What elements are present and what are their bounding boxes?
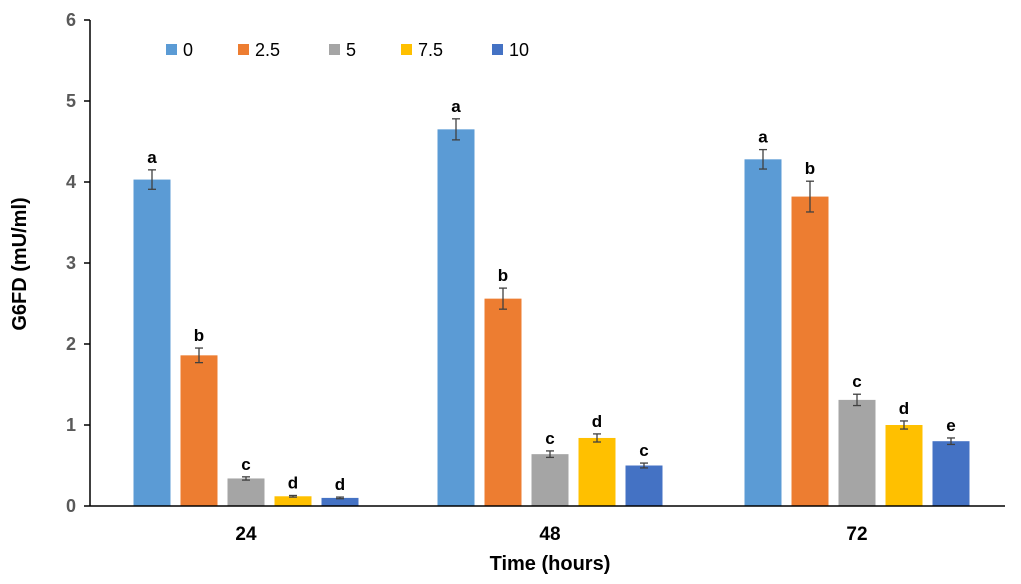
bar-series-7.5-72 — [885, 425, 923, 506]
y-tick-label: 2 — [66, 334, 76, 354]
x-category-label: 72 — [846, 524, 867, 545]
legend-label: 5 — [346, 40, 356, 60]
significance-letter: b — [194, 326, 204, 345]
significance-letter: b — [498, 266, 508, 285]
bar-series-2.5-24 — [180, 355, 218, 506]
bar-series-5-72 — [838, 399, 876, 506]
x-category-label: 48 — [539, 524, 560, 545]
legend: 0 2.5 5 7.5 10 — [166, 40, 529, 60]
bar-series-10-24 — [321, 497, 359, 506]
significance-letter: a — [147, 148, 157, 167]
significance-letter: c — [545, 429, 554, 448]
significance-letter: c — [852, 372, 861, 391]
significance-letter: c — [639, 441, 648, 460]
bar-series-0-24 — [133, 179, 171, 506]
significance-letter: a — [758, 128, 768, 147]
significance-letter: b — [805, 159, 815, 178]
legend-label: 2.5 — [255, 40, 280, 60]
bars-layer — [133, 129, 970, 506]
legend-label: 10 — [509, 40, 529, 60]
y-tick-label: 6 — [66, 10, 76, 30]
significance-letter: a — [451, 97, 461, 116]
error-bars-layer — [148, 118, 955, 500]
bar-series-10-72 — [932, 441, 970, 506]
legend-swatch-10 — [492, 44, 503, 55]
significance-letter: d — [335, 475, 345, 494]
legend-swatch-2.5 — [238, 44, 249, 55]
y-tick-label: 3 — [66, 253, 76, 273]
bar-series-0-48 — [437, 129, 475, 506]
legend-swatch-7.5 — [401, 44, 412, 55]
significance-letter: e — [946, 416, 955, 435]
bar-series-5-24 — [227, 478, 265, 506]
bar-series-0-72 — [744, 159, 782, 506]
legend-swatch-0 — [166, 44, 177, 55]
significance-letter: d — [592, 412, 602, 431]
y-axis-ticks: 0 1 2 3 4 5 6 — [66, 10, 90, 516]
y-tick-label: 0 — [66, 496, 76, 516]
bar-series-10-48 — [625, 465, 663, 506]
y-axis-title: G6FD (mU/ml) — [9, 197, 31, 330]
bar-series-2.5-72 — [791, 196, 829, 506]
y-tick-label: 1 — [66, 415, 76, 435]
x-axis-categories: 24 48 72 — [235, 524, 867, 545]
y-tick-label: 4 — [66, 172, 76, 192]
legend-label: 7.5 — [418, 40, 443, 60]
significance-letter: d — [288, 473, 298, 492]
significance-letter: d — [899, 399, 909, 418]
bar-series-7.5-48 — [578, 437, 616, 506]
bar-series-5-48 — [531, 454, 569, 506]
legend-label: 0 — [183, 40, 193, 60]
significance-letter: c — [241, 455, 250, 474]
x-category-label: 24 — [235, 524, 257, 545]
significance-letters-layer: a b c d d a b c d c a b c d e — [147, 97, 955, 494]
legend-swatch-5 — [329, 44, 340, 55]
y-tick-label: 5 — [66, 91, 76, 111]
bar-series-7.5-24 — [274, 496, 312, 506]
bar-series-2.5-48 — [484, 298, 522, 506]
x-axis-title: Time (hours) — [490, 553, 611, 575]
